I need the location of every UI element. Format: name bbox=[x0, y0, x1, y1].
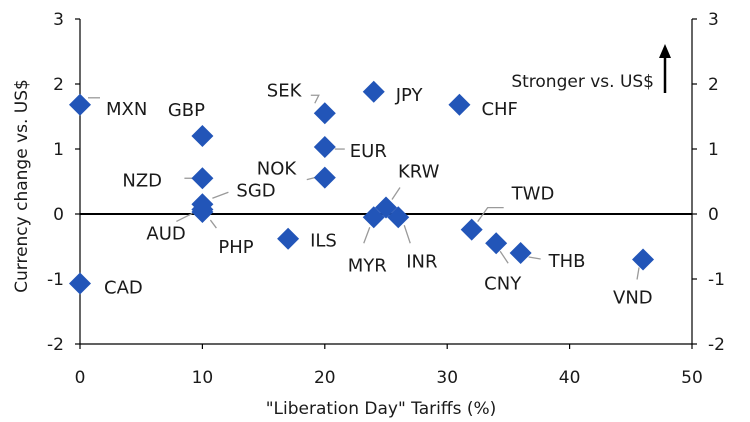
marker-mxn bbox=[69, 93, 91, 116]
stronger-annotation: Stronger vs. US$ bbox=[511, 72, 654, 92]
x-tick-label: 50 bbox=[681, 368, 703, 388]
label-sgd: SGD bbox=[236, 180, 275, 201]
up-arrow-icon bbox=[659, 44, 671, 93]
x-axis-title: "Liberation Day" Tariffs (%) bbox=[266, 399, 497, 419]
y-tick-label-right: 3 bbox=[708, 10, 719, 30]
y-tick-label: -1 bbox=[47, 270, 64, 290]
label-eur: EUR bbox=[350, 141, 387, 162]
y-tick-label-right: -1 bbox=[708, 270, 725, 290]
y-tick-label-right: 0 bbox=[708, 205, 719, 225]
marker-jpy bbox=[362, 80, 385, 103]
marker-eur bbox=[313, 136, 336, 159]
label-jpy: JPY bbox=[395, 85, 424, 106]
point-labels: MXN CAD GBP NZD SGD AUD PHP ILS SEK EUR NOK JPY KRW M… bbox=[104, 80, 653, 308]
x-tick-label: 30 bbox=[436, 368, 458, 388]
marker-cny bbox=[485, 232, 508, 255]
marker-twd bbox=[460, 218, 483, 241]
leader-line-php bbox=[209, 219, 217, 229]
leader-line-inr bbox=[403, 225, 411, 244]
y-tick-label-right: -2 bbox=[708, 335, 725, 355]
x-tick-label: 20 bbox=[314, 368, 336, 388]
label-leader-lines bbox=[88, 94, 640, 280]
label-mxn: MXN bbox=[106, 99, 147, 120]
label-ils: ILS bbox=[310, 231, 337, 252]
y-tick-label: 0 bbox=[53, 205, 64, 225]
leader-line-cny bbox=[499, 250, 509, 264]
label-sek: SEK bbox=[267, 80, 303, 101]
y-tick-label: 2 bbox=[53, 75, 64, 95]
marker-cad bbox=[69, 272, 91, 295]
label-inr: INR bbox=[406, 251, 437, 272]
marker-chf bbox=[448, 93, 471, 116]
y-tick-label: 3 bbox=[53, 10, 64, 30]
leader-line-sgd bbox=[212, 191, 229, 199]
x-tick-label: 0 bbox=[75, 368, 86, 388]
leader-line-vnd bbox=[636, 267, 640, 280]
label-cad: CAD bbox=[104, 278, 143, 299]
leader-line-nok bbox=[306, 176, 315, 181]
axis-ticks: -2 -2-1 -10 01 12 23 30 10 20 30 40 50 bbox=[47, 10, 725, 388]
marker-thb bbox=[509, 242, 532, 264]
marker-myr bbox=[362, 206, 385, 229]
marker-nzd bbox=[191, 167, 214, 190]
marker-sek bbox=[313, 102, 336, 125]
y-tick-label-right: 2 bbox=[708, 75, 719, 95]
y-tick-label: 1 bbox=[53, 140, 64, 160]
data-markers bbox=[69, 80, 655, 295]
label-krw: KRW bbox=[398, 162, 440, 183]
y-tick-label: -2 bbox=[47, 335, 64, 355]
x-tick-label: 10 bbox=[192, 368, 214, 388]
label-php: PHP bbox=[218, 237, 253, 258]
label-cny: CNY bbox=[484, 273, 522, 294]
label-myr: MYR bbox=[348, 255, 387, 276]
label-vnd: VND bbox=[613, 288, 653, 309]
leader-line-thb bbox=[528, 256, 541, 260]
label-nok: NOK bbox=[257, 159, 298, 180]
y-tick-label-right: 1 bbox=[708, 140, 719, 160]
label-chf: CHF bbox=[481, 99, 517, 120]
label-nzd: NZD bbox=[122, 170, 162, 191]
label-aud: AUD bbox=[146, 223, 185, 244]
marker-php bbox=[191, 201, 214, 224]
plot-frame bbox=[79, 19, 693, 345]
marker-gbp bbox=[191, 125, 214, 147]
marker-vnd bbox=[632, 248, 655, 271]
leader-line-krw bbox=[391, 187, 401, 200]
marker-nok bbox=[313, 166, 336, 189]
leader-line-sek bbox=[310, 94, 320, 104]
y-axis-title: Currency change vs. US$ bbox=[12, 79, 32, 293]
label-thb: THB bbox=[548, 251, 586, 272]
marker-inr bbox=[387, 206, 410, 229]
marker-ils bbox=[277, 227, 300, 250]
label-gbp: GBP bbox=[168, 100, 205, 121]
label-twd: TWD bbox=[511, 184, 555, 205]
leader-line-aud bbox=[176, 212, 193, 223]
x-tick-label: 40 bbox=[559, 368, 581, 388]
leader-line-twd bbox=[477, 206, 504, 222]
leader-line-myr bbox=[363, 227, 371, 244]
